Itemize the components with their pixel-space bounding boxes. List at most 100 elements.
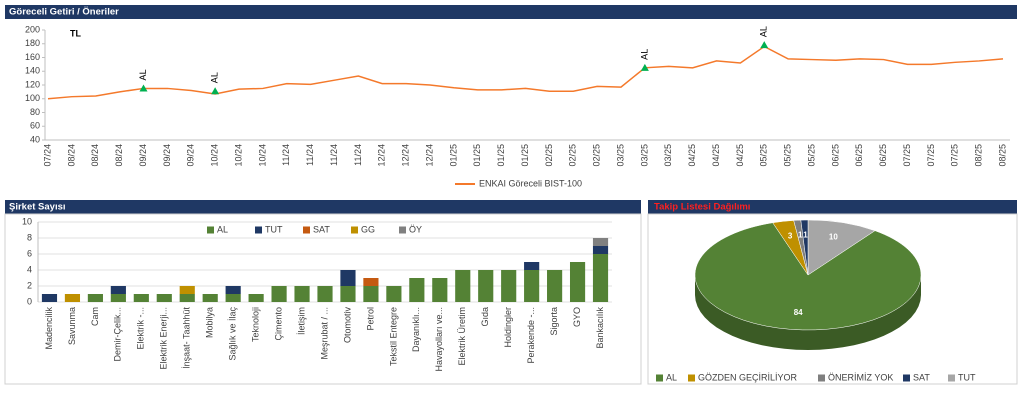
legend-label: AL (666, 372, 677, 382)
data-label: 1 (798, 231, 803, 240)
x-tick-label: Savunma (67, 307, 77, 345)
x-tick-label: Sigorta (549, 307, 559, 336)
bar-segment (294, 286, 310, 302)
x-tick-label: 07/25 (950, 144, 960, 167)
y-tick-label: 140 (25, 66, 40, 76)
bar-segment (363, 278, 379, 286)
data-label: 10 (829, 232, 838, 241)
x-tick-label: 11/24 (353, 144, 363, 166)
bar-segment (225, 286, 241, 294)
x-tick-label: 12/24 (424, 144, 434, 167)
x-tick-label: 01/25 (520, 144, 530, 167)
data-label: 84 (794, 308, 803, 317)
y-tick-label: 180 (25, 38, 40, 48)
x-tick-label: 11/24 (281, 144, 291, 166)
x-tick-label: 02/25 (544, 144, 554, 167)
x-tick-label: 12/24 (401, 144, 411, 167)
y-tick-label: 10 (22, 216, 32, 226)
x-tick-label: 04/25 (687, 144, 697, 167)
y-tick-label: 80 (30, 107, 40, 117)
x-tick-label: Perakende -... (526, 307, 536, 364)
x-tick-label: 01/25 (472, 144, 482, 167)
bar-segment (524, 262, 540, 270)
x-tick-label: 06/25 (830, 144, 840, 167)
x-tick-label: 02/25 (592, 144, 602, 167)
x-tick-label: 01/25 (448, 144, 458, 167)
signal-label: AL (639, 49, 649, 60)
bar-segment (340, 270, 356, 286)
x-tick-label: 08/24 (114, 144, 124, 167)
header-bar (648, 200, 1017, 214)
x-tick-label: 07/25 (926, 144, 936, 167)
signal-marker (139, 84, 148, 92)
unit-label: TL (70, 28, 81, 38)
bar-segment (110, 286, 126, 294)
x-tick-label: İletişim (296, 307, 306, 335)
x-tick-label: 07/24 (42, 144, 52, 167)
data-line (47, 45, 1004, 100)
x-tick-label: Çimento (273, 307, 283, 341)
x-tick-label: Elektrik -... (136, 307, 146, 350)
x-tick-label: 03/25 (615, 144, 625, 167)
x-tick-label: Holdingler (503, 307, 513, 348)
bar-segment (41, 294, 58, 302)
bar-segment (110, 294, 126, 302)
x-tick-label: 09/24 (186, 144, 196, 167)
x-tick-label: Tekstil Entegre (388, 307, 398, 366)
x-tick-label: 02/25 (568, 144, 578, 167)
bar-segment (64, 294, 81, 302)
signal-label: AL (138, 69, 148, 80)
bar-segment (179, 286, 195, 294)
pie-slice (800, 219, 809, 276)
x-tick-label: 11/24 (305, 144, 315, 166)
bar-segment (133, 294, 149, 302)
x-tick-label: 09/24 (162, 144, 172, 167)
signal-marker (640, 63, 649, 71)
x-tick-label: Demir-Çelik... (113, 307, 123, 362)
x-tick-label: Petrol (365, 307, 375, 331)
legend-label: TUT (265, 224, 283, 234)
legend-label: SAT (913, 372, 930, 382)
x-tick-label: Gıda (480, 307, 490, 327)
signal-label: AL (759, 26, 769, 37)
y-tick-label: 40 (30, 134, 40, 144)
header-bar (5, 200, 641, 214)
bar-segment (340, 286, 356, 302)
x-tick-label: Dayanıklı... (411, 307, 421, 352)
bar-segment (386, 286, 402, 302)
panel-title: Şirket Sayısı (9, 202, 66, 213)
legend-label: ÖNERİMİZ YOK (828, 372, 893, 382)
bar-segment (363, 286, 379, 302)
x-tick-label: Sağlık ve İlaç (228, 307, 238, 361)
x-tick-label: 06/25 (854, 144, 864, 167)
x-tick-label: 10/24 (210, 144, 220, 167)
legend-swatch (399, 226, 406, 234)
bar-segment (592, 238, 609, 246)
x-tick-label: 08/24 (66, 144, 76, 167)
bar-segment (524, 270, 540, 302)
legend-swatch (688, 374, 695, 382)
bar-segment (179, 294, 195, 302)
legend-label: GÖZDEN GEÇİRİLİYOR (698, 372, 798, 382)
x-tick-label: 05/25 (783, 144, 793, 167)
x-tick-label: Elektrik Enerji... (159, 307, 169, 370)
x-tick-label: 03/25 (663, 144, 673, 167)
x-tick-label: 05/25 (759, 144, 769, 167)
legend-swatch (903, 374, 910, 382)
x-tick-label: 12/24 (377, 144, 387, 167)
legend-label: SAT (313, 224, 330, 234)
y-tick-label: 160 (25, 52, 40, 62)
y-tick-label: 6 (27, 248, 32, 258)
y-tick-label: 60 (30, 121, 40, 131)
panel-frame (647, 213, 1018, 385)
bar-segment (202, 294, 218, 302)
x-tick-label: Madencilik (44, 307, 54, 350)
x-tick-label: 08/24 (90, 144, 100, 167)
x-tick-label: 11/24 (329, 144, 339, 166)
x-tick-label: İnşaat- Taahhüt (182, 307, 192, 369)
legend-swatch (303, 226, 310, 234)
x-tick-label: 04/25 (735, 144, 745, 167)
legend-label: ENKAI Göreceli BIST-100 (479, 178, 582, 188)
x-tick-label: 09/24 (138, 144, 148, 167)
